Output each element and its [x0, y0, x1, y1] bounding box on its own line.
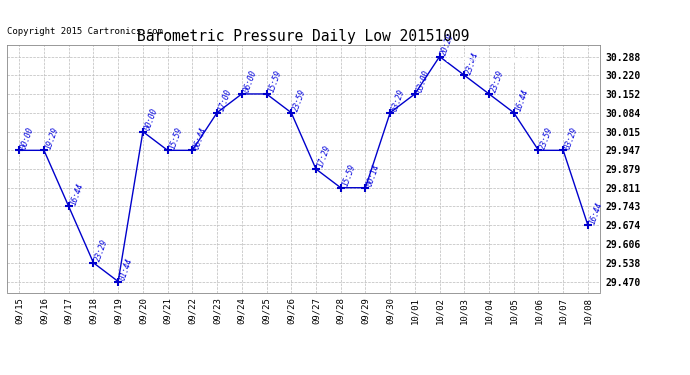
Text: 23:59: 23:59: [538, 126, 555, 150]
Text: 00:00: 00:00: [143, 107, 159, 132]
Text: Copyright 2015 Cartronics.com: Copyright 2015 Cartronics.com: [7, 27, 163, 36]
Text: 03:29: 03:29: [563, 126, 580, 150]
Text: 16:44: 16:44: [514, 88, 530, 112]
Text: 23:44: 23:44: [464, 51, 481, 75]
Text: 63:29: 63:29: [390, 88, 406, 112]
Text: 20:29: 20:29: [440, 32, 456, 57]
Text: 23:29: 23:29: [93, 238, 110, 263]
Title: Barometric Pressure Daily Low 20151009: Barometric Pressure Daily Low 20151009: [137, 29, 470, 44]
Text: 63:00: 63:00: [415, 69, 431, 94]
Text: 23:59: 23:59: [291, 88, 308, 112]
Text: 06:44: 06:44: [193, 126, 208, 150]
Text: 16:44: 16:44: [69, 182, 85, 206]
Text: 15:59: 15:59: [341, 163, 357, 188]
Text: 16:44: 16:44: [588, 201, 604, 225]
Text: 15:59: 15:59: [266, 69, 283, 94]
Text: 19:29: 19:29: [44, 126, 60, 150]
Text: 01:44: 01:44: [118, 257, 135, 282]
Text: 17:29: 17:29: [316, 144, 333, 169]
Text: 17:00: 17:00: [217, 88, 233, 112]
Text: 00:14: 00:14: [366, 163, 382, 188]
Text: 23:59: 23:59: [489, 69, 505, 94]
Text: 00:00: 00:00: [19, 126, 36, 150]
Text: 06:00: 06:00: [241, 69, 258, 94]
Text: 15:59: 15:59: [168, 126, 184, 150]
